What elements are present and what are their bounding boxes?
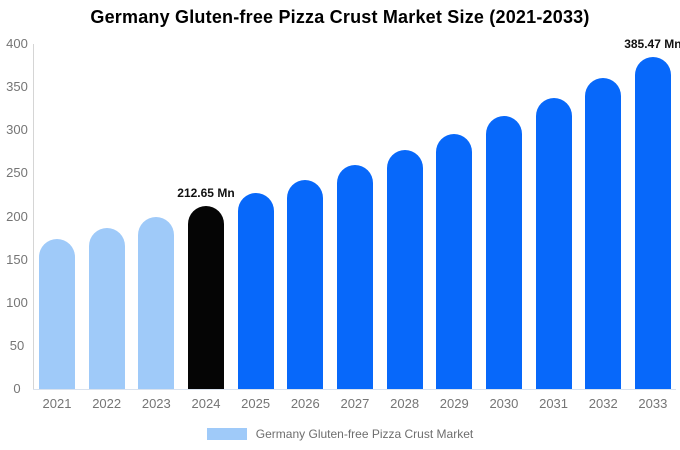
bar-2028[interactable] [386,150,423,389]
y-tick-label: 400 [6,36,28,51]
bar-2021[interactable] [39,239,75,389]
y-tick-label: 50 [9,337,25,353]
bar-value-label-2033: 385.47 Mn [624,37,680,51]
bar-2025[interactable] [237,193,274,389]
x-tick-label-2029: 2029 [439,396,469,411]
bar-value-label-2024: 212.65 Mn [177,186,235,200]
bar-2033[interactable]: 385.47 Mn [624,37,680,389]
x-tick-label-2023: 2023 [141,396,171,411]
x-axis-tick-labels: 2021 2022 2023 2024 2025 2026 2027 2028 2029 2030… [39,396,671,411]
legend[interactable]: Germany Gluten-free Pizza Crust Market [0,426,680,442]
x-tick-label-2027: 2027 [340,396,370,411]
x-axis-line [33,389,676,390]
legend-swatch [206,428,247,440]
bar-2023[interactable] [138,217,175,389]
bar-2022[interactable] [88,228,125,389]
y-tick-label: 300 [6,122,28,138]
x-tick-label-2021: 2021 [42,396,72,411]
x-tick-label-2031: 2031 [539,396,569,411]
legend-label: Germany Gluten-free Pizza Crust Market [255,427,474,441]
y-tick-label: 100 [6,294,28,310]
bar-2026[interactable] [287,180,324,389]
x-tick-label-2025: 2025 [241,396,271,411]
bar-2027[interactable] [336,165,373,389]
y-tick-label: 350 [6,79,28,95]
bar-2029[interactable] [436,134,473,389]
x-tick-label-2024: 2024 [191,396,221,411]
y-axis-line [33,44,34,389]
y-tick-label: 200 [6,208,28,224]
bar-2032[interactable] [585,78,622,389]
x-tick-label-2026: 2026 [290,396,320,411]
x-tick-label-2032: 2032 [588,396,618,411]
bar-2024[interactable]: 212.65 Mn [177,186,235,389]
x-tick-label-2022: 2022 [92,396,122,411]
y-tick-label: 250 [6,165,28,181]
y-tick-label: 150 [6,251,28,267]
x-tick-label-2030: 2030 [489,396,519,411]
bar-2031[interactable] [535,98,572,389]
x-tick-label-2028: 2028 [390,396,420,411]
bar-2030[interactable] [485,116,522,389]
y-tick-label: 0 [13,381,21,396]
x-tick-label-2033: 2033 [638,396,668,411]
plot-area: 212.65 Mn 385.47 Mn [39,37,680,389]
chart-title: Germany Gluten-free Pizza Crust Market S… [90,7,590,27]
